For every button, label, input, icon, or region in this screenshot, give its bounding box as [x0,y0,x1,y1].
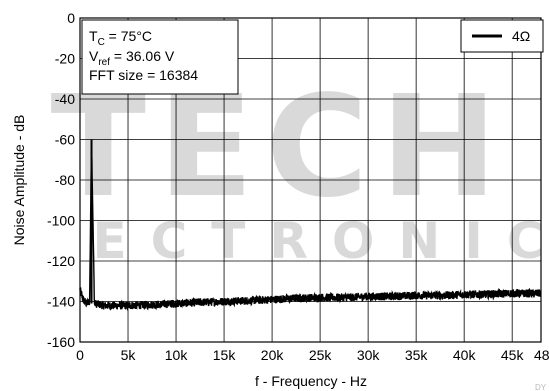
y-tick-labels: 0 -20 -40 -60 -80 -100 -120 -140 -160 [47,10,75,350]
x-tick-label: 40k [453,347,477,363]
x-tick-label: 25k [309,347,333,363]
watermark-line-2: ECTRONIC [92,212,549,270]
conditions-box: TC = 75°C Vref = 36.06 V FFT size = 1638… [81,19,239,95]
tc-value: = 75°C [105,28,152,44]
x-tick-label: 20k [261,347,285,363]
y-axis-title: Noise Amplitude - dB [11,115,27,246]
tc-symbol: T [89,28,98,44]
x-tick-label: 35k [405,347,429,363]
corner-mark: DY [535,383,547,391]
y-tick-label: -40 [55,91,75,107]
watermark: TECH ECTRONIC [50,66,549,270]
conditions-box-frame [81,19,239,95]
vref-annotation: Vref = 36.06 V [89,48,175,68]
fft-annotation: FFT size = 16384 [89,67,198,83]
tc-subscript: C [98,37,105,48]
y-tick-label: -60 [55,132,75,148]
series-layer [79,139,542,312]
legend: 4Ω [460,19,544,53]
y-tick-label: -140 [47,294,75,310]
plot-frame [79,17,542,343]
legend-label-4ohm: 4Ω [512,28,530,44]
x-tick-label: 30k [357,347,381,363]
x-tick-label: 15k [213,347,237,363]
vref-symbol: V [89,48,99,64]
y-tick-label: -20 [55,51,75,67]
vref-subscript: ref [98,57,110,68]
x-tick-label: 5k [121,347,137,363]
y-tick-label: 0 [67,10,75,26]
y-tick-label: -160 [47,334,75,350]
y-tick-label: -100 [47,213,75,229]
x-tick-label: 0 [76,347,84,363]
x-tick-label: 45k [501,347,525,363]
y-tick-label: -120 [47,253,75,269]
x-tick-labels: 0 5k 10k 15k 20k 25k 30k 35k 40k 45k 48k [76,347,549,363]
x-tick-label: 48k [534,347,549,363]
tc-annotation: TC = 75°C [89,28,152,48]
series-line-4ohm [79,141,542,312]
y-tick-label: -80 [55,172,75,188]
vref-value: = 36.06 V [110,48,175,64]
x-axis-title: f - Frequency - Hz [255,373,367,389]
x-tick-label: 10k [165,347,189,363]
